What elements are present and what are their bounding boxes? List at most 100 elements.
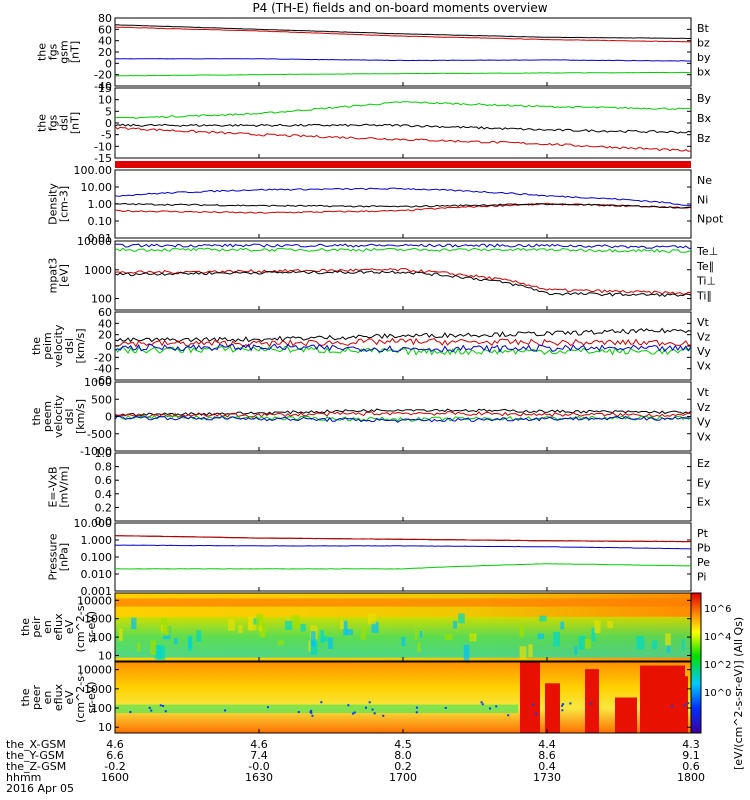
y-axis-label-line: the xyxy=(30,337,43,355)
y-axis-label-line: the xyxy=(30,407,43,425)
legend-entry: Pb xyxy=(697,542,711,555)
spectrogram-cell xyxy=(444,706,447,709)
spectrogram-cell xyxy=(578,635,586,650)
x-axis-tick-label: 4.6 xyxy=(106,738,124,751)
spectrogram-cell xyxy=(249,616,257,631)
y-tick-label: -5 xyxy=(101,129,112,142)
x-axis-tick-label: 1630 xyxy=(245,771,273,784)
spectrogram-cell xyxy=(561,704,564,707)
y-tick-label: 10 xyxy=(98,721,112,734)
y-tick-label: 1000 xyxy=(84,683,112,696)
spectrogram-cell xyxy=(683,704,686,707)
spectrogram-cell xyxy=(652,640,658,650)
spectrogram-cell xyxy=(687,702,690,705)
legend-entry: bz xyxy=(697,37,710,50)
y-tick-label: 10000 xyxy=(77,594,112,607)
series-line-by xyxy=(115,58,692,62)
spectrogram-background xyxy=(115,662,691,733)
spectrogram-cell xyxy=(150,709,153,712)
y-axis-label-line: gsm xyxy=(58,40,71,63)
spectrogram-cell xyxy=(224,709,227,712)
x-axis-tick-label: 1600 xyxy=(101,771,129,784)
spectrogram-cell xyxy=(373,712,376,715)
y-tick-label: 15 xyxy=(98,82,112,95)
series-line-By xyxy=(114,101,692,119)
y-axis-label-line: Pressure xyxy=(47,533,60,580)
spectrogram-cell xyxy=(636,636,645,650)
spectrogram-cell xyxy=(310,641,318,655)
spectrogram-cell xyxy=(681,639,685,651)
y-axis-label-line: sr-eV) xyxy=(85,611,98,643)
y-tick-label: 1.0 xyxy=(95,447,113,460)
spectrogram-cell xyxy=(444,634,453,641)
y-axis-label-line: sr-eV) xyxy=(85,681,98,713)
y-tick-label: 80 xyxy=(98,12,112,25)
series-line-Pe xyxy=(114,563,692,570)
panel-peir_spectrogram: 10000100010010thepeirenefluxeV(cm^2-s-sr… xyxy=(19,592,692,662)
y-tick-label: -20 xyxy=(94,69,112,82)
y-tick-label: 10000 xyxy=(77,664,112,677)
legend-entry: Ey xyxy=(697,476,711,489)
y-tick-label: 1.00 xyxy=(88,198,113,211)
panel-pressure: 10.0001.0000.1000.0100.001Pressure[nPa]P… xyxy=(47,517,711,598)
y-tick-label: 0.8 xyxy=(95,461,113,474)
spectrogram-cell xyxy=(291,615,300,628)
spectrogram-cell xyxy=(345,629,353,636)
y-tick-label: -60 xyxy=(94,374,112,387)
panel-frame xyxy=(114,452,692,522)
y-tick-label: 5 xyxy=(105,105,112,118)
legend-entry: Vz xyxy=(697,401,711,414)
legend-entry: Pt xyxy=(697,527,709,540)
series-line-Vx xyxy=(114,415,692,423)
spectrogram-cell xyxy=(382,714,385,717)
spectrogram-cell xyxy=(528,644,533,658)
legend-entry: Bt xyxy=(697,22,710,35)
spectrogram-cell xyxy=(311,631,316,648)
x-axis-row-label: hhmm xyxy=(6,771,41,784)
spectrogram-cell xyxy=(256,614,264,627)
legend-entry: Ti∥ xyxy=(696,289,712,302)
x-axis-tick-label: 8.6 xyxy=(538,749,556,762)
x-axis-tick-label: 4.3 xyxy=(682,738,700,751)
legend-entry: By xyxy=(697,92,712,105)
spectrogram-cell xyxy=(136,642,141,652)
x-axis-tick-label: 8.0 xyxy=(394,749,412,762)
x-axis-row-label: the_Y-GSM xyxy=(6,749,64,762)
spectrogram-cell xyxy=(585,669,599,733)
spectrogram-cell xyxy=(160,618,168,632)
y-axis-label-line: E=-VxB xyxy=(47,466,60,507)
spectrogram-cell xyxy=(131,617,137,630)
spectrogram-cell xyxy=(238,624,243,633)
series-line-Ni xyxy=(115,202,692,209)
spectrogram-cell xyxy=(150,640,157,655)
y-tick-label: 1.000 xyxy=(81,534,113,547)
y-tick-label: 0 xyxy=(105,117,112,130)
y-tick-label: 40 xyxy=(98,317,112,330)
x-axis-tick-label: 4.6 xyxy=(250,738,268,751)
y-tick-label: -10 xyxy=(94,140,112,153)
y-tick-label: 0.010 xyxy=(81,568,113,581)
spectrogram-cell xyxy=(607,620,613,629)
spectrogram-cell xyxy=(308,640,311,652)
colorbar: 10^6 10^4 10^2 10^0 [eV/(cm^2-s-sr-eV)] … xyxy=(690,592,745,770)
spectrogram-cell xyxy=(670,705,673,708)
y-tick-label: 0.6 xyxy=(95,474,113,487)
panel-frame xyxy=(114,169,692,239)
chart-title: P4 (TH-E) fields and on-board moments ov… xyxy=(252,1,547,15)
y-axis-label-line: [eV] xyxy=(58,264,71,287)
y-axis-label-line: peim xyxy=(41,332,54,360)
legend-entry: Bz xyxy=(697,132,711,145)
legend-entry: Vt xyxy=(697,386,710,399)
y-axis-label-line: (cm^2-s- xyxy=(74,672,87,723)
panel-peer_spectrogram: 10000100010010thepeerenefluxeV(cm^2-s-sr… xyxy=(19,661,692,734)
y-axis-label-line: (cm^2-s- xyxy=(74,602,87,653)
spectrogram-cell xyxy=(284,620,293,630)
spectrogram-cell xyxy=(364,706,367,709)
y-axis-label-line: the xyxy=(36,114,49,132)
x-axis-row-label: the_Z-GSM xyxy=(6,760,66,773)
